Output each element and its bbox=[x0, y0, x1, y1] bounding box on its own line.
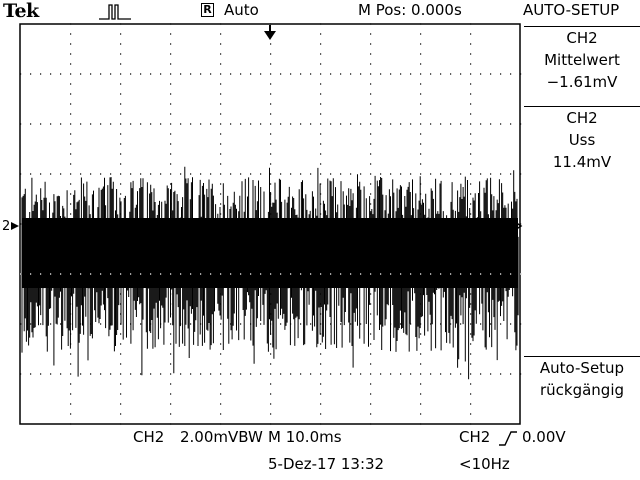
horizontal-position: M Pos: 0.000s bbox=[358, 1, 462, 19]
measurement-channel: CH2 bbox=[566, 109, 598, 127]
measurement-value: 11.4mV bbox=[552, 153, 612, 171]
graticule-frame bbox=[19, 23, 521, 425]
trigger-source: CH2 bbox=[459, 428, 491, 446]
undo-label-line1: Auto-Setup bbox=[539, 359, 625, 377]
trigger-frequency: <10Hz bbox=[459, 455, 510, 473]
undo-label-line2: rückgängig bbox=[539, 381, 625, 399]
vertical-scale: 2.00mVBW bbox=[180, 428, 263, 446]
channel-marker: 2 bbox=[2, 219, 10, 234]
trigger-level-icon bbox=[511, 218, 523, 234]
acquisition-mode: Auto bbox=[224, 1, 259, 19]
trigger-level: 0.00V bbox=[522, 428, 566, 446]
pulse-icon bbox=[99, 4, 131, 20]
menu-title: AUTO-SETUP bbox=[523, 1, 620, 19]
rising-edge-icon bbox=[499, 431, 517, 446]
measurement-value: −1.61mV bbox=[546, 73, 618, 91]
measurement-type: Uss bbox=[568, 131, 596, 149]
measurement-channel: CH2 bbox=[566, 29, 598, 47]
brand-logo: Tek bbox=[3, 0, 39, 22]
measurement-type: Mittelwert bbox=[544, 51, 620, 69]
undo-autosetup-button[interactable]: Auto-Setup rückgängig bbox=[524, 356, 640, 413]
acquisition-icon: R bbox=[201, 3, 214, 17]
ch2-waveform bbox=[20, 166, 522, 380]
channel-label: CH2 bbox=[133, 428, 165, 446]
trigger-position-icon bbox=[264, 31, 276, 40]
measurement-peak-to-peak[interactable]: CH2 Uss 11.4mV bbox=[524, 106, 640, 185]
timebase: M 10.0ms bbox=[268, 428, 342, 446]
measurement-mean[interactable]: CH2 Mittelwert −1.61mV bbox=[524, 26, 640, 105]
datetime: 5-Dez-17 13:32 bbox=[268, 455, 385, 473]
